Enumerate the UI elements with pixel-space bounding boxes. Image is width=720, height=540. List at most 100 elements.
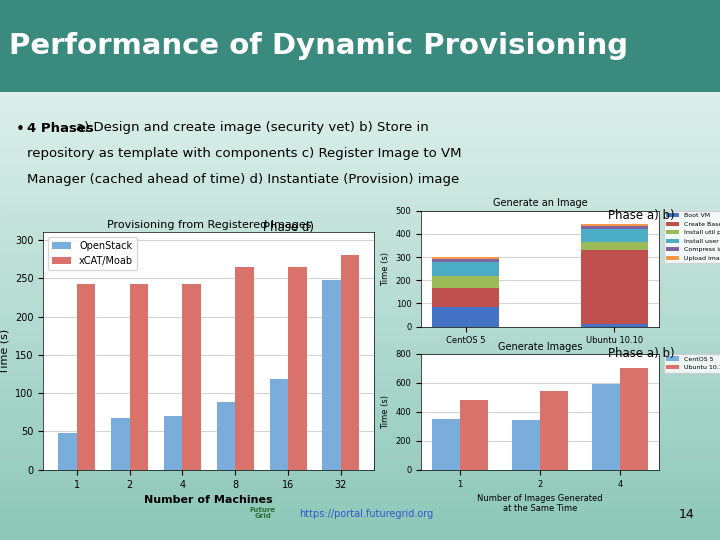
Bar bbox=[0, 189, 720, 195]
Bar bbox=[592, 384, 620, 470]
Bar bbox=[0, 384, 720, 391]
Bar bbox=[0, 303, 720, 310]
Bar bbox=[0, 0, 720, 6]
Text: •: • bbox=[16, 122, 24, 137]
Bar bbox=[0, 135, 720, 141]
Bar bbox=[0, 480, 720, 486]
Bar bbox=[288, 267, 307, 470]
Bar bbox=[460, 400, 488, 470]
Bar bbox=[0, 392, 720, 399]
Bar bbox=[269, 380, 288, 470]
Bar bbox=[0, 418, 720, 426]
Text: Manager (cached ahead of time) d) Instantiate (Provision) image: Manager (cached ahead of time) d) Instan… bbox=[27, 173, 459, 186]
Bar bbox=[0, 364, 720, 372]
Bar bbox=[0, 94, 720, 102]
Bar bbox=[581, 224, 648, 226]
Bar bbox=[432, 275, 499, 288]
Bar bbox=[0, 432, 720, 438]
Bar bbox=[0, 263, 720, 270]
Bar bbox=[0, 243, 720, 249]
Text: Performance of Dynamic Provisioning: Performance of Dynamic Provisioning bbox=[9, 32, 628, 60]
Bar bbox=[0, 345, 720, 351]
Bar bbox=[0, 357, 720, 364]
Legend: CentOS 5, Ubuntu 10.10: CentOS 5, Ubuntu 10.10 bbox=[664, 354, 720, 373]
Bar bbox=[0, 27, 720, 33]
Bar bbox=[0, 122, 720, 128]
Title: Provisioning from Registered Images: Provisioning from Registered Images bbox=[107, 220, 311, 230]
Bar bbox=[130, 284, 148, 470]
Bar bbox=[0, 148, 720, 156]
Bar bbox=[540, 392, 568, 470]
Bar bbox=[432, 257, 499, 259]
Bar bbox=[0, 519, 720, 526]
Bar bbox=[0, 486, 720, 492]
Bar bbox=[0, 256, 720, 263]
Bar bbox=[0, 81, 720, 87]
Bar bbox=[0, 459, 720, 465]
Bar bbox=[0, 162, 720, 168]
Bar bbox=[432, 259, 499, 262]
Bar bbox=[0, 202, 720, 209]
Bar bbox=[432, 288, 499, 307]
Bar bbox=[0, 465, 720, 472]
Bar bbox=[0, 33, 720, 40]
Bar bbox=[0, 372, 720, 378]
Bar bbox=[0, 216, 720, 222]
Bar bbox=[0, 102, 720, 108]
Bar bbox=[0, 87, 720, 94]
Bar bbox=[0, 405, 720, 411]
Bar bbox=[0, 534, 720, 540]
Bar bbox=[432, 262, 499, 275]
Bar bbox=[581, 250, 648, 325]
Bar bbox=[512, 420, 540, 470]
Bar bbox=[0, 195, 720, 202]
Bar bbox=[0, 338, 720, 345]
Bar bbox=[581, 229, 648, 242]
Bar bbox=[0, 115, 720, 122]
Bar bbox=[0, 291, 720, 297]
Bar bbox=[0, 507, 720, 513]
Bar bbox=[620, 368, 648, 470]
Bar bbox=[0, 155, 720, 162]
Bar bbox=[0, 438, 720, 445]
Y-axis label: Time (s): Time (s) bbox=[381, 395, 390, 429]
Bar bbox=[0, 446, 720, 453]
Bar bbox=[0, 378, 720, 384]
Bar bbox=[58, 433, 77, 470]
Bar bbox=[0, 500, 720, 507]
X-axis label: Number of Images Generated
at the Same Time: Number of Images Generated at the Same T… bbox=[477, 494, 603, 514]
Bar bbox=[0, 310, 720, 317]
Bar bbox=[77, 284, 95, 470]
Y-axis label: Time (s): Time (s) bbox=[381, 252, 390, 286]
Bar bbox=[0, 276, 720, 284]
Bar bbox=[432, 307, 499, 327]
Y-axis label: Time (s): Time (s) bbox=[0, 328, 9, 374]
Text: repository as template with components c) Register Image to VM: repository as template with components c… bbox=[27, 147, 462, 160]
Bar bbox=[0, 330, 720, 338]
Bar bbox=[164, 416, 182, 470]
Bar bbox=[341, 255, 359, 470]
Bar bbox=[0, 426, 720, 432]
Bar bbox=[0, 40, 720, 47]
Bar bbox=[0, 513, 720, 519]
Bar bbox=[217, 402, 235, 470]
Bar bbox=[0, 297, 720, 303]
Bar bbox=[0, 472, 720, 480]
Text: Phase d): Phase d) bbox=[263, 221, 314, 234]
Bar bbox=[0, 399, 720, 405]
Bar bbox=[0, 168, 720, 176]
Bar bbox=[0, 14, 720, 20]
Bar bbox=[0, 526, 720, 534]
Bar bbox=[0, 249, 720, 256]
Title: Generate an Image: Generate an Image bbox=[492, 198, 588, 208]
Legend: OpenStack, xCAT/Moab: OpenStack, xCAT/Moab bbox=[48, 237, 138, 269]
Title: Generate Images: Generate Images bbox=[498, 341, 582, 352]
Bar bbox=[0, 20, 720, 27]
Bar bbox=[0, 68, 720, 74]
Bar bbox=[581, 226, 648, 229]
Bar bbox=[0, 128, 720, 135]
Text: 14: 14 bbox=[679, 508, 695, 521]
Bar bbox=[0, 492, 720, 500]
Legend: Boot VM, Create Base OS, Install util packages, Install user packages, Compress : Boot VM, Create Base OS, Install util pa… bbox=[664, 211, 720, 264]
Bar bbox=[0, 351, 720, 357]
